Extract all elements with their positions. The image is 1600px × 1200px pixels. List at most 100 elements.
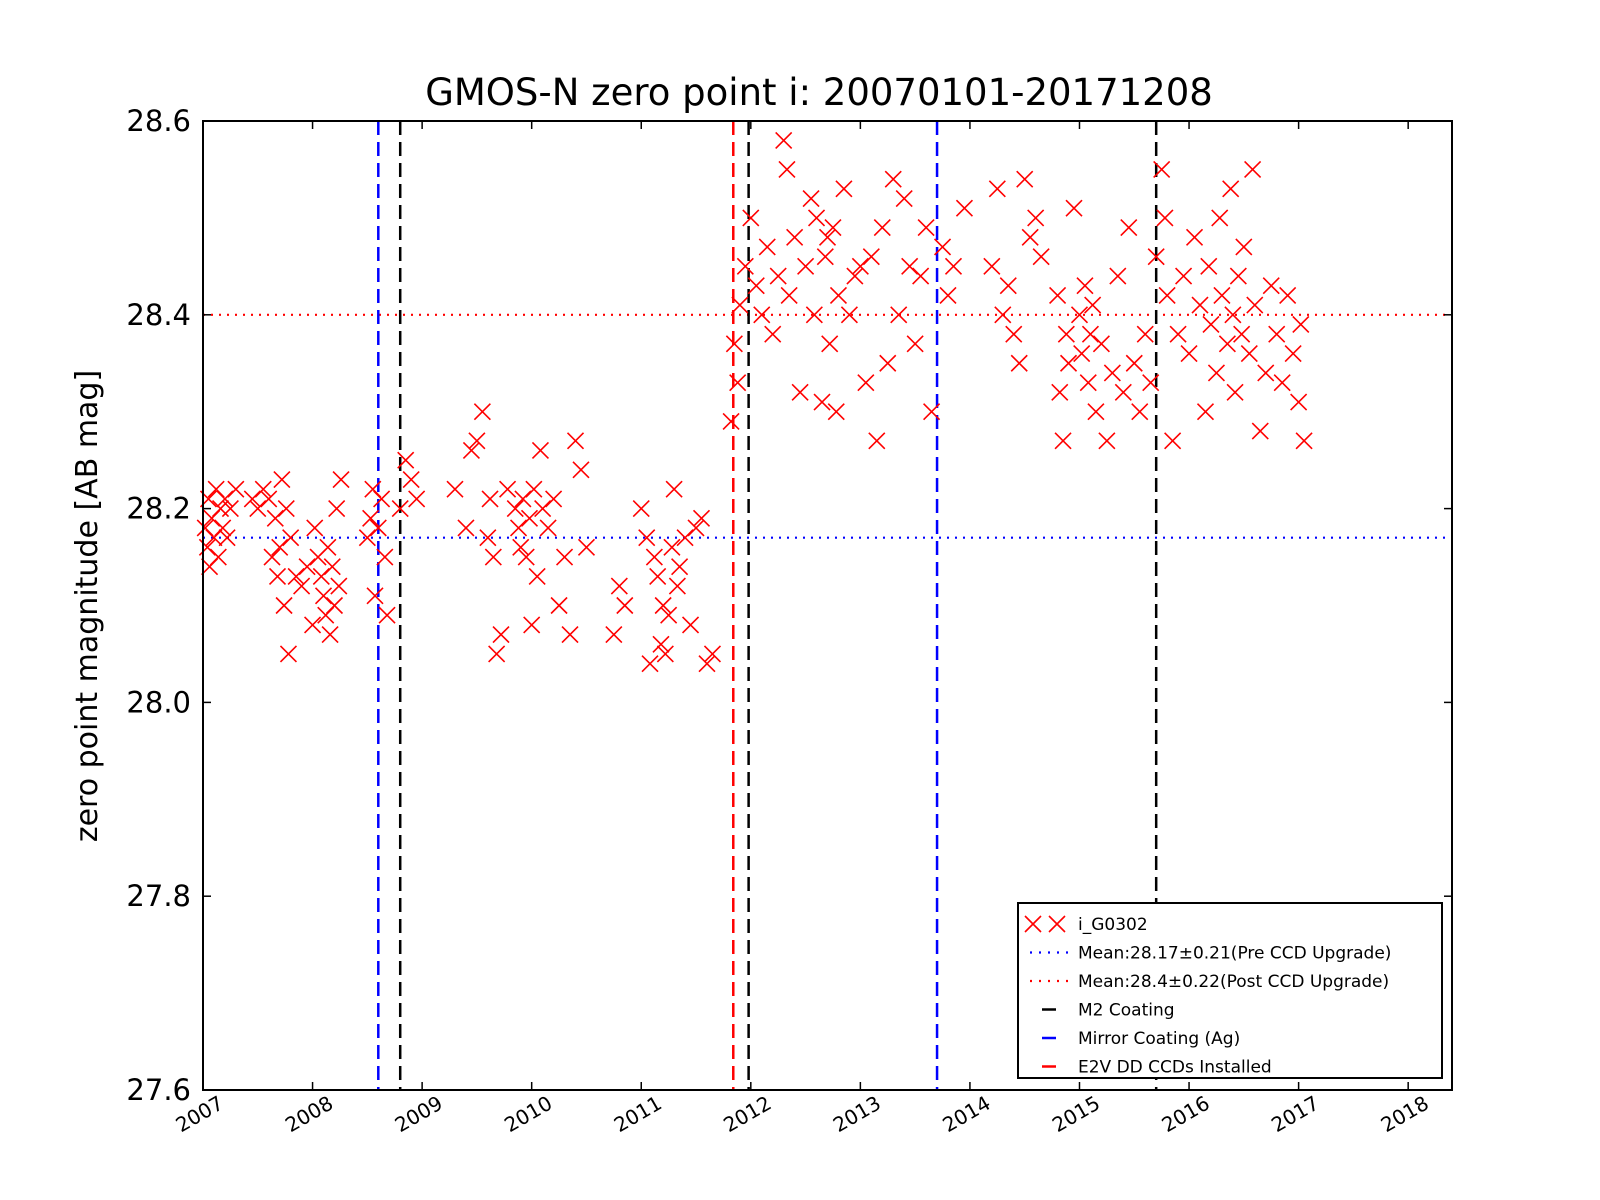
data-point: [1114, 383, 1132, 401]
data-point: [1065, 199, 1083, 217]
data-point: [209, 548, 227, 566]
data-point: [1070, 306, 1089, 324]
data-point: [273, 470, 291, 489]
data-point: [671, 558, 689, 576]
data-point: [577, 538, 596, 556]
data-point: [665, 480, 683, 498]
data-point: [1081, 325, 1100, 343]
data-point: [994, 306, 1012, 324]
data-point: [939, 286, 957, 304]
data-point: [851, 257, 869, 275]
data-point: [769, 267, 787, 285]
data-point: [840, 306, 858, 324]
data-point: [227, 480, 245, 498]
data-point: [397, 451, 415, 469]
data-point: [325, 596, 344, 615]
data-point: [758, 238, 776, 256]
data-point: [287, 567, 305, 585]
data-point: [645, 548, 663, 566]
y-tick-label: 28.2: [126, 492, 191, 526]
data-point: [479, 529, 497, 547]
data-point: [1218, 335, 1236, 353]
data-point: [473, 403, 491, 421]
data-point: [813, 393, 831, 411]
data-point: [676, 529, 694, 547]
data-point: [481, 490, 499, 508]
data-point: [1092, 335, 1110, 353]
data-point: [1213, 286, 1231, 304]
data-point: [725, 335, 743, 353]
plot-area: [196, 121, 1452, 1090]
data-point: [1109, 267, 1127, 285]
data-point: [330, 577, 348, 595]
data-point: [266, 509, 284, 527]
data-point: [271, 538, 289, 556]
data-point: [488, 645, 506, 663]
data-point: [692, 509, 711, 527]
data-point: [1268, 325, 1286, 343]
data-point: [282, 529, 300, 547]
data-point: [1284, 344, 1302, 363]
data-point: [797, 257, 815, 275]
data-point: [1125, 354, 1143, 372]
data-point: [298, 558, 316, 576]
data-point: [890, 306, 908, 324]
data-point: [1262, 277, 1280, 295]
data-point: [912, 267, 930, 285]
data-point: [545, 490, 563, 508]
data-point: [654, 596, 672, 615]
data-point: [1226, 383, 1244, 401]
data-point: [1021, 228, 1039, 246]
data-point: [402, 470, 420, 489]
data-point: [1098, 432, 1116, 450]
data-point: [818, 228, 837, 246]
data-point: [1222, 180, 1240, 198]
data-point: [933, 238, 952, 256]
data-point: [260, 490, 278, 508]
data-point: [616, 596, 634, 615]
data-point: [944, 257, 963, 275]
data-point: [786, 228, 804, 246]
legend-label: Mean:28.4±0.22(Post CCD Upgrade): [1078, 972, 1389, 992]
data-point: [362, 509, 380, 527]
data-point: [523, 616, 541, 634]
data-point: [1073, 344, 1091, 363]
data-point: [857, 374, 875, 392]
data-point: [484, 548, 502, 566]
data-point: [1175, 267, 1193, 285]
data-point: [778, 160, 796, 179]
data-point: [824, 219, 842, 237]
chart-title: GMOS-N zero point i: 20070101-20171208: [425, 71, 1213, 114]
data-point: [1273, 374, 1291, 392]
data-point: [446, 480, 464, 498]
data-point: [747, 277, 765, 295]
data-point: [561, 626, 579, 644]
data-point: [1244, 160, 1262, 179]
data-point: [983, 257, 1001, 275]
data-point: [1224, 306, 1242, 324]
data-point: [879, 354, 897, 372]
data-point: [1147, 248, 1165, 266]
data-point: [736, 257, 754, 275]
data-point: [895, 189, 913, 208]
data-point: [862, 248, 880, 266]
data-point: [457, 519, 475, 537]
data-point: [506, 500, 524, 518]
data-point: [293, 577, 311, 595]
data-point: [722, 412, 740, 430]
y-axis-label: zero point magnitude [AB mag]: [70, 370, 105, 842]
legend-marker-icon: [1048, 915, 1066, 933]
data-point: [332, 470, 350, 489]
data-point: [1207, 364, 1226, 382]
data-point: [605, 626, 623, 644]
data-point: [303, 616, 322, 634]
data-point: [321, 626, 339, 644]
data-point: [366, 587, 384, 605]
data-point: [955, 199, 974, 217]
data-point: [1010, 354, 1028, 372]
legend: i_G0302 Mean:28.17±0.21(Pre CCD Upgrade) M…: [1017, 902, 1443, 1079]
plot-frame: [202, 120, 1453, 1091]
data-point: [1158, 286, 1176, 304]
data-point: [1084, 296, 1102, 314]
